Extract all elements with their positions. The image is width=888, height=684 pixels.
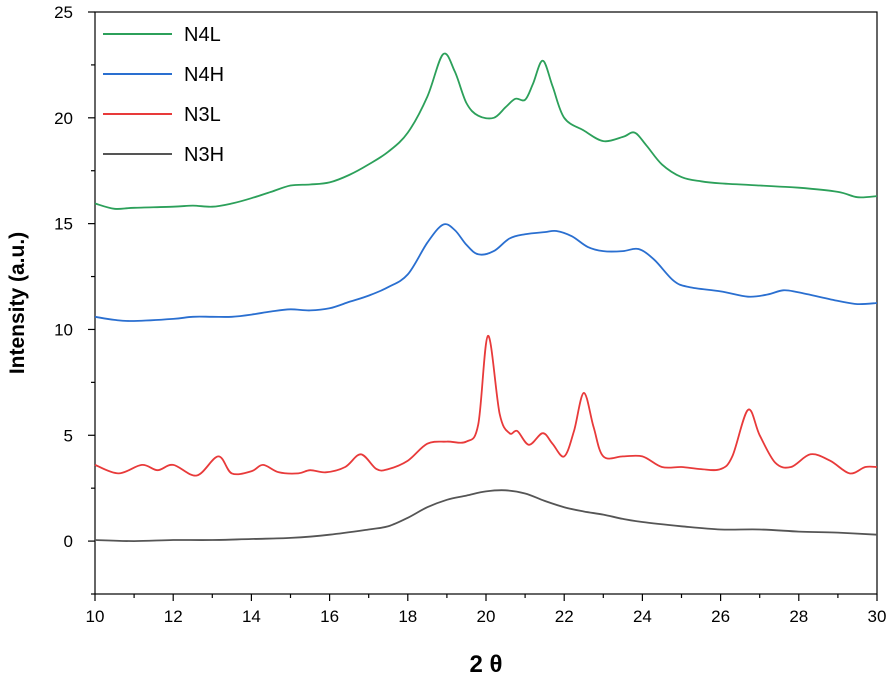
x-tick-label: 12 xyxy=(164,607,183,626)
series-layer xyxy=(94,52,878,542)
y-tick-label: 10 xyxy=(54,320,73,339)
x-tick-label: 24 xyxy=(633,607,652,626)
x-axis: 10 12 14 16 18 20 22 24 26 28 30 xyxy=(86,594,887,626)
x-tick-label: 28 xyxy=(789,607,808,626)
y-axis: 0 5 10 15 20 25 xyxy=(54,3,95,595)
y-tick-label: 5 xyxy=(64,426,73,445)
legend-label-n4h: N4H xyxy=(184,64,224,86)
y-tick-label: 25 xyxy=(54,3,73,22)
legend: N4L N4H N3L N3H xyxy=(103,24,224,166)
y-tick-label: 15 xyxy=(54,215,73,234)
series-line-n3h xyxy=(94,489,878,542)
y-axis-label: Intensity (a.u.) xyxy=(6,232,29,374)
x-tick-label: 30 xyxy=(868,607,887,626)
series-line-n3l xyxy=(94,334,878,477)
x-tick-label: 22 xyxy=(555,607,574,626)
x-tick-label: 20 xyxy=(477,607,496,626)
x-tick-label: 14 xyxy=(242,607,261,626)
y-tick-label: 20 xyxy=(54,109,73,128)
series-line-n4h xyxy=(94,223,878,322)
x-tick-label: 16 xyxy=(320,607,339,626)
x-tick-label: 26 xyxy=(711,607,730,626)
x-tick-label: 10 xyxy=(86,607,105,626)
plot-frame xyxy=(94,11,878,595)
legend-label-n3l: N3L xyxy=(184,104,221,126)
x-axis-label: 2 θ xyxy=(470,651,503,678)
legend-label-n3h: N3H xyxy=(184,144,224,166)
series-line-n4l xyxy=(94,52,878,210)
legend-label-n4l: N4L xyxy=(184,24,221,46)
y-tick-label: 0 xyxy=(64,532,73,551)
x-tick-label: 18 xyxy=(398,607,417,626)
